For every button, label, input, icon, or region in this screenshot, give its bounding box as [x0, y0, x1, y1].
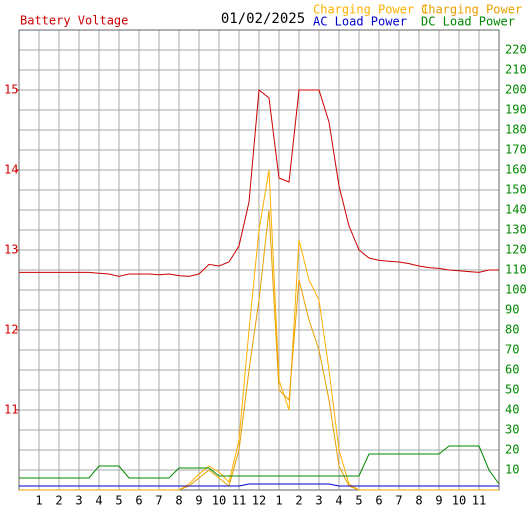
y-tick-label: 13 [4, 243, 18, 257]
date: 01/02/2025 [221, 11, 305, 27]
series-line [19, 209, 499, 491]
y2-tick-label: 90 [505, 303, 519, 317]
x-tick-label: 5 [355, 494, 362, 508]
x-tick-label: 7 [395, 494, 402, 508]
x-tick-label: 10 [452, 494, 466, 508]
y2-tick-label: 60 [505, 363, 519, 377]
y2-tick-label: 30 [505, 423, 519, 437]
x-tick-label: 8 [175, 494, 182, 508]
x-tick-label: 6 [135, 494, 142, 508]
x-tick-label: 1 [35, 494, 42, 508]
y2-tick-label: 40 [505, 403, 519, 417]
y2-tick-label: 220 [505, 43, 527, 57]
legend-entry: Charging Power 2 [421, 3, 527, 17]
y-tick-label: 14 [4, 163, 18, 177]
y2-tick-label: 210 [505, 63, 527, 77]
y-tick-label: 11 [4, 403, 18, 417]
y2-tick-label: 160 [505, 163, 527, 177]
x-tick-label: 9 [195, 494, 202, 508]
y2-tick-label: 110 [505, 263, 527, 277]
y2-tick-label: 100 [505, 283, 527, 297]
x-tick-label: 8 [415, 494, 422, 508]
x-tick-label: 11 [472, 494, 486, 508]
plot-frame [18, 29, 500, 491]
y-tick-label: 12 [4, 323, 18, 337]
x-tick-label: 9 [435, 494, 442, 508]
y2-tick-label: 180 [505, 123, 527, 137]
y2-tick-label: 80 [505, 323, 519, 337]
y2-tick-label: 50 [505, 383, 519, 397]
x-tick-label: 6 [375, 494, 382, 508]
y2-tick-label: 130 [505, 223, 527, 237]
x-tick-label: 2 [295, 494, 302, 508]
y2-tick-label: 70 [505, 343, 519, 357]
series-line [19, 445, 500, 485]
x-tick-label: 4 [95, 494, 102, 508]
y-tick-label: 15 [4, 83, 18, 97]
series-line [19, 89, 499, 277]
legend-entry: AC Load Power [313, 15, 407, 29]
legend-entry: Charging Power 1 [313, 3, 429, 17]
x-tick-label: 2 [55, 494, 62, 508]
y2-tick-label: 190 [505, 103, 527, 117]
y2-tick-label: 140 [505, 203, 527, 217]
x-tick-label: 4 [335, 494, 342, 508]
y2-tick-label: 120 [505, 243, 527, 257]
x-tick-label: 11 [232, 494, 246, 508]
y2-tick-label: 10 [505, 463, 519, 477]
x-tick-label: 10 [212, 494, 226, 508]
x-tick-label: 12 [252, 494, 266, 508]
series-line [19, 483, 499, 487]
chart-title: Battery Voltage [20, 14, 128, 28]
legend-entry: DC Load Power [421, 15, 515, 29]
x-tick-label: 3 [75, 494, 82, 508]
x-tick-label: 7 [155, 494, 162, 508]
x-tick-label: 1 [275, 494, 282, 508]
y2-tick-label: 200 [505, 83, 527, 97]
y2-tick-label: 20 [505, 443, 519, 457]
x-tick-label: 5 [115, 494, 122, 508]
x-tick-label: 3 [315, 494, 322, 508]
y2-tick-label: 170 [505, 143, 527, 157]
y2-tick-label: 150 [505, 183, 527, 197]
